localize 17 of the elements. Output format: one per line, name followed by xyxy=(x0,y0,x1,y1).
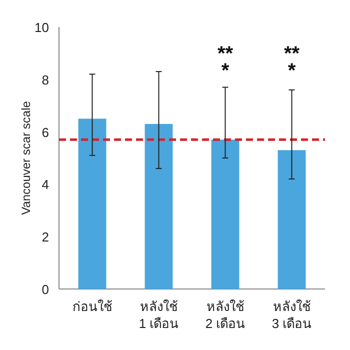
y-tick-label: 2 xyxy=(42,230,49,245)
y-tick-label: 6 xyxy=(42,124,49,140)
annotation: * xyxy=(288,60,296,82)
y-tick-label: 0 xyxy=(42,282,49,297)
bar xyxy=(144,124,173,289)
bar xyxy=(211,140,240,289)
x-tick-label: ก่อนใช้ xyxy=(72,299,112,314)
y-axis-title: Vancouver scar scale xyxy=(19,100,33,215)
y-tick-label: 10 xyxy=(34,20,49,35)
y-tick-label: 8 xyxy=(42,72,49,88)
bar xyxy=(78,118,106,289)
annotation: * xyxy=(221,60,230,82)
x-tick-label: หลังใช้ 2 เดือน xyxy=(205,299,246,331)
x-tick-label: หลังใช้ 1 เดือน xyxy=(138,299,179,331)
x-tick-label: หลังใช้ 3 เดือน xyxy=(272,299,312,331)
y-tick-label: 4 xyxy=(42,177,49,192)
bar xyxy=(278,150,306,289)
